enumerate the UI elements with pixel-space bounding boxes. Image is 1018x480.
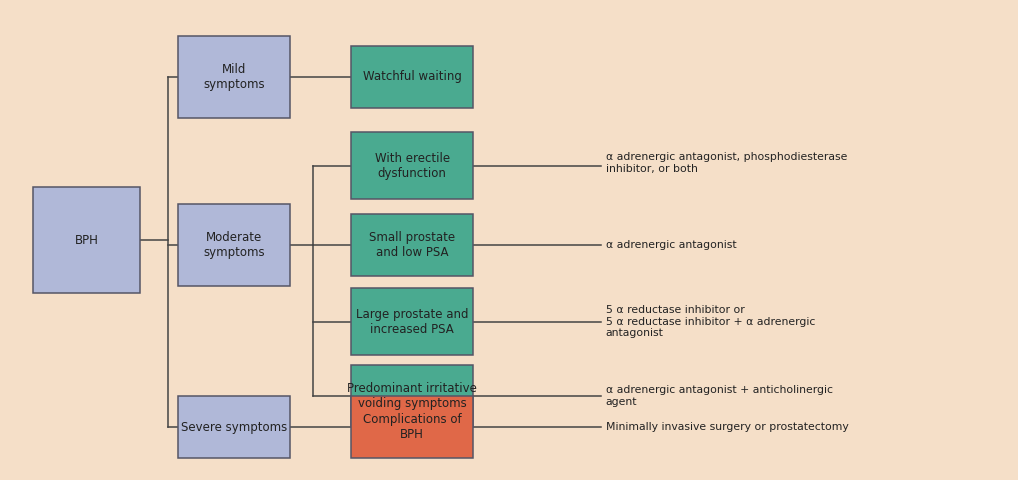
- FancyBboxPatch shape: [351, 132, 473, 199]
- FancyBboxPatch shape: [351, 365, 473, 427]
- FancyBboxPatch shape: [178, 396, 290, 458]
- FancyBboxPatch shape: [351, 214, 473, 276]
- FancyBboxPatch shape: [34, 187, 140, 293]
- Text: Severe symptoms: Severe symptoms: [181, 420, 287, 434]
- Text: Watchful waiting: Watchful waiting: [362, 70, 462, 84]
- FancyBboxPatch shape: [178, 204, 290, 286]
- FancyBboxPatch shape: [351, 46, 473, 108]
- FancyBboxPatch shape: [178, 36, 290, 118]
- Text: With erectile
dysfunction: With erectile dysfunction: [375, 152, 450, 180]
- Text: Mild
symptoms: Mild symptoms: [204, 63, 265, 91]
- Text: Large prostate and
increased PSA: Large prostate and increased PSA: [356, 308, 468, 336]
- Text: BPH: BPH: [74, 233, 99, 247]
- Text: Complications of
BPH: Complications of BPH: [363, 413, 461, 441]
- Text: Predominant irritative
voiding symptoms: Predominant irritative voiding symptoms: [347, 382, 477, 410]
- Text: α adrenergic antagonist + anticholinergic
agent: α adrenergic antagonist + anticholinergi…: [606, 385, 833, 407]
- Text: Small prostate
and low PSA: Small prostate and low PSA: [370, 231, 455, 259]
- Text: Minimally invasive surgery or prostatectomy: Minimally invasive surgery or prostatect…: [606, 422, 848, 432]
- Text: Moderate
symptoms: Moderate symptoms: [204, 231, 265, 259]
- FancyBboxPatch shape: [351, 288, 473, 355]
- FancyBboxPatch shape: [351, 396, 473, 458]
- Text: α adrenergic antagonist: α adrenergic antagonist: [606, 240, 736, 250]
- Text: α adrenergic antagonist, phosphodiesterase
inhibitor, or both: α adrenergic antagonist, phosphodiestera…: [606, 153, 847, 174]
- Text: 5 α reductase inhibitor or
5 α reductase inhibitor + α adrenergic
antagonist: 5 α reductase inhibitor or 5 α reductase…: [606, 305, 815, 338]
